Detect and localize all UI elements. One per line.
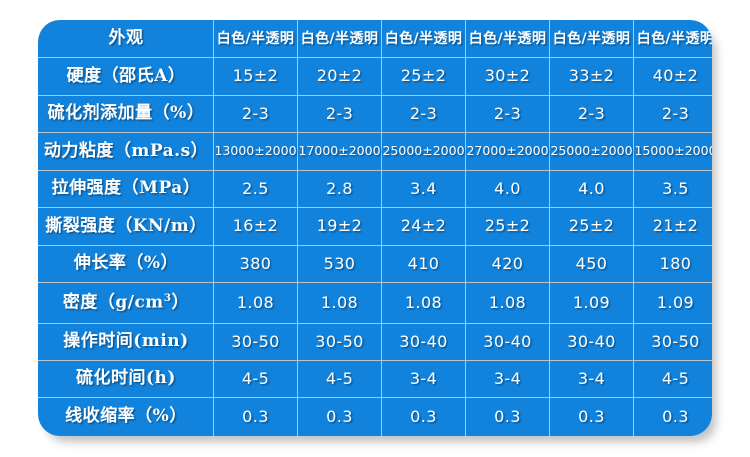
table-cell: 30-40	[465, 322, 550, 361]
row-label: 外观	[38, 20, 214, 59]
table-cell: 30-40	[381, 322, 466, 361]
table-cell: 2-3	[633, 94, 712, 134]
table-cell: 30-50	[633, 322, 712, 361]
table-cell: 1.08	[297, 282, 382, 324]
table-cell: 25000±2000	[549, 132, 634, 171]
table-cell: 1.09	[633, 282, 712, 324]
table-cell: 16±2	[213, 207, 298, 246]
table-cell: 17000±2000	[297, 132, 382, 171]
table-cell: 0.3	[633, 397, 712, 436]
table-cell: 1.09	[549, 282, 634, 324]
table-cell: 30±2	[465, 57, 550, 96]
table-cell: 27000±2000	[465, 132, 550, 171]
spec-table-card: 外观 白色/半透明 白色/半透明 白色/半透明 白色/半透明 白色/半透明 白色/半透明 硬度…	[38, 20, 712, 436]
table-cell: 3.4	[381, 169, 466, 209]
table-cell: 白色/半透明	[465, 20, 550, 59]
table-cell: 1.08	[465, 282, 550, 324]
table-cell: 0.3	[213, 397, 298, 436]
table-row: 硫化时间(h) 4-5 4-5 3-4 3-4 3-4 4-5	[38, 359, 712, 399]
row-label: 伸长率（%）	[38, 244, 214, 284]
table-cell: 410	[381, 244, 466, 284]
table-cell: 450	[549, 244, 634, 284]
table-cell: 30-50	[213, 322, 298, 361]
table-cell: 25±2	[381, 57, 466, 96]
table-row: 密度（g/cm3） 1.08 1.08 1.08 1.08 1.09 1.09	[38, 282, 712, 324]
product-spec-table: 外观 白色/半透明 白色/半透明 白色/半透明 白色/半透明 白色/半透明 白色/半透明 硬度…	[38, 20, 712, 436]
table-row: 伸长率（%） 380 530 410 420 450 180	[38, 244, 712, 284]
table-cell: 420	[465, 244, 550, 284]
table-row: 拉伸强度（MPa） 2.5 2.8 3.4 4.0 4.0 3.5	[38, 169, 712, 209]
table-cell: 0.3	[381, 397, 466, 436]
table-cell: 1.08	[381, 282, 466, 324]
table-cell: 白色/半透明	[213, 20, 298, 59]
row-label: 硫化时间(h)	[38, 359, 214, 399]
table-cell: 2.5	[213, 169, 298, 209]
table-cell: 白色/半透明	[549, 20, 634, 59]
row-label: 动力粘度（mPa.s）	[38, 132, 214, 171]
table-cell: 30-50	[297, 322, 382, 361]
row-label: 硫化剂添加量（%）	[38, 94, 214, 134]
table-row: 线收缩率（%） 0.3 0.3 0.3 0.3 0.3 0.3	[38, 397, 712, 436]
table-cell: 380	[213, 244, 298, 284]
table-row: 硬度（邵氏A） 15±2 20±2 25±2 30±2 33±2 40±2	[38, 57, 712, 96]
table-cell: 20±2	[297, 57, 382, 96]
table-cell: 21±2	[633, 207, 712, 246]
table-cell: 33±2	[549, 57, 634, 96]
table-cell: 0.3	[297, 397, 382, 436]
table-cell: 1.08	[213, 282, 298, 324]
table-row: 撕裂强度（KN/m） 16±2 19±2 24±2 25±2 25±2 21±2	[38, 207, 712, 246]
table-cell: 3-4	[549, 359, 634, 399]
table-cell: 15±2	[213, 57, 298, 96]
table-cell: 15000±2000	[633, 132, 712, 171]
table-row: 硫化剂添加量（%） 2-3 2-3 2-3 2-3 2-3 2-3	[38, 94, 712, 134]
table-cell: 4-5	[297, 359, 382, 399]
table-row: 动力粘度（mPa.s） 13000±2000 17000±2000 25000±200…	[38, 132, 712, 171]
table-cell: 25±2	[465, 207, 550, 246]
table-cell: 2-3	[465, 94, 550, 134]
table-cell: 白色/半透明	[633, 20, 712, 59]
table-cell: 2-3	[549, 94, 634, 134]
row-label: 撕裂强度（KN/m）	[38, 207, 214, 246]
table-cell: 4.0	[549, 169, 634, 209]
table-cell: 19±2	[297, 207, 382, 246]
table-cell: 3-4	[465, 359, 550, 399]
table-cell: 3.5	[633, 169, 712, 209]
row-label: 硬度（邵氏A）	[38, 57, 214, 96]
row-label: 操作时间(min)	[38, 322, 214, 361]
table-cell: 13000±2000	[213, 132, 298, 171]
table-cell: 2.8	[297, 169, 382, 209]
table-cell: 3-4	[381, 359, 466, 399]
table-cell: 白色/半透明	[381, 20, 466, 59]
table-cell: 4-5	[213, 359, 298, 399]
table-cell: 4-5	[633, 359, 712, 399]
table-cell: 白色/半透明	[297, 20, 382, 59]
row-label: 线收缩率（%）	[38, 397, 214, 436]
table-row: 外观 白色/半透明 白色/半透明 白色/半透明 白色/半透明 白色/半透明 白色/半透明	[38, 20, 712, 59]
table-cell: 2-3	[381, 94, 466, 134]
table-cell: 40±2	[633, 57, 712, 96]
table-cell: 180	[633, 244, 712, 284]
table-row: 操作时间(min) 30-50 30-50 30-40 30-40 30-40 30-50	[38, 322, 712, 361]
row-label: 拉伸强度（MPa）	[38, 169, 214, 209]
table-cell: 0.3	[465, 397, 550, 436]
table-cell: 24±2	[381, 207, 466, 246]
table-cell: 530	[297, 244, 382, 284]
table-cell: 4.0	[465, 169, 550, 209]
table-cell: 25000±2000	[381, 132, 466, 171]
row-label: 密度（g/cm3）	[38, 282, 214, 324]
table-cell: 30-40	[549, 322, 634, 361]
table-cell: 2-3	[213, 94, 298, 134]
table-cell: 2-3	[297, 94, 382, 134]
table-cell: 0.3	[549, 397, 634, 436]
table-cell: 25±2	[549, 207, 634, 246]
spec-table-body: 外观 白色/半透明 白色/半透明 白色/半透明 白色/半透明 白色/半透明 白色/半透明 硬度…	[38, 20, 712, 436]
